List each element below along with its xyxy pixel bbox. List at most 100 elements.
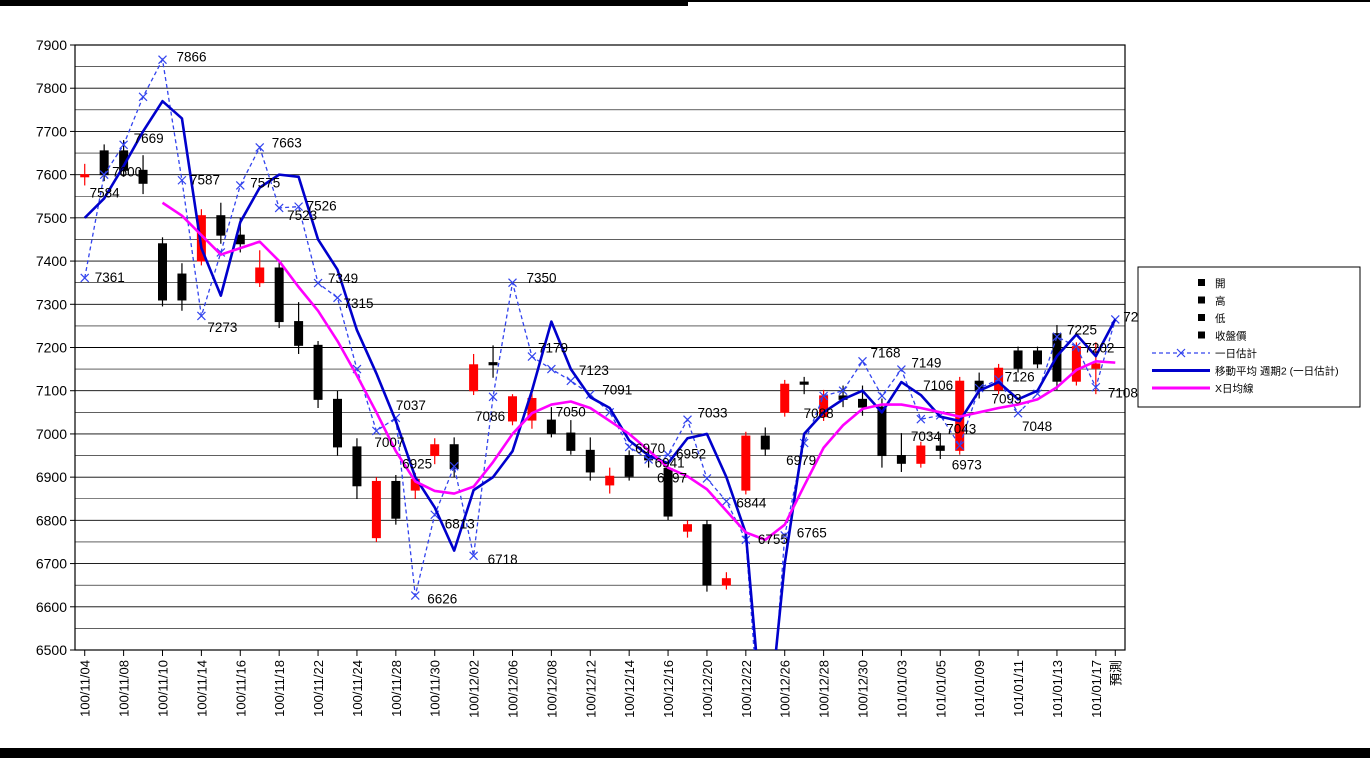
candle-body [527,397,537,421]
x-tick-label: 100/12/12 [583,660,598,718]
x-marker [274,203,284,213]
x-marker [585,390,595,400]
x-tick-label: 100/11/18 [272,660,287,717]
candle-body [313,344,323,400]
y-tick-label: 6500 [36,642,67,658]
x-tick-label: 100/12/06 [506,660,521,718]
x-tick-label: 100/12/16 [661,660,676,718]
x-tick-label: 100/11/22 [311,660,326,717]
data-labels: 7361 7600 7584 7669 7866 7587 7273 7575 7663 7523… [90,50,1154,607]
candle-body [138,169,148,184]
data-label: 7349 [328,271,358,286]
x-tick-label: 100/11/14 [194,660,209,717]
y-tick-label: 7700 [36,123,67,139]
data-label: 7669 [134,131,164,146]
x-marker [546,364,556,374]
y-tick-label: 6800 [36,512,67,528]
candle-body [371,480,381,539]
x-tick-label: 101/01/13 [1050,660,1065,718]
x-marker [1052,332,1062,342]
candle-body [799,381,809,385]
x-marker [1071,342,1081,352]
data-label: 7225 [1067,323,1097,338]
x-marker [721,496,731,506]
x-marker [974,383,984,393]
x-marker [333,293,342,303]
candle-body [546,419,556,434]
x-tick-label: 101/01/17 [1089,660,1104,718]
data-label: 7179 [538,341,568,356]
x-tick-label: 100/11/04 [78,660,93,717]
legend-label: 一日估計 [1215,347,1257,360]
candle-body [294,321,304,346]
x-marker [1013,408,1023,418]
x-tick-label: 100/12/02 [467,660,482,718]
candle-body [1071,346,1081,382]
x-tick-label: 100/12/22 [739,660,754,718]
data-label: 7575 [250,175,280,190]
x-marker [138,92,148,102]
data-label: 7149 [911,356,941,371]
x-marker [663,450,673,460]
data-label: 7123 [579,363,609,378]
data-label: 6844 [736,495,767,510]
candle-body [508,396,517,422]
data-label: 6941 [655,455,685,470]
x-tick-label: 100/11/30 [428,660,443,717]
x-marker [683,415,692,425]
x-tick-label: 100/12/20 [700,660,715,718]
data-label: 7088 [804,406,834,421]
data-label: 6979 [786,453,816,468]
legend-label: 開 [1215,278,1226,290]
data-label: 6952 [676,447,706,462]
x-marker [916,414,926,424]
x-marker [624,442,634,452]
candle-body [274,267,284,323]
x-tick-label: 100/11/16 [233,660,248,717]
moving-average-blue-line [83,99,1117,650]
candle-body [721,578,731,586]
x-tick-label: 101/01/05 [933,660,948,718]
data-label: 7663 [272,135,302,150]
data-label: 7587 [190,172,220,187]
legend-label: X日均線 [1215,382,1254,395]
x-marker [780,531,790,540]
data-label: 7526 [307,199,337,214]
data-label: 7523 [287,208,317,223]
data-label: 7273 [207,320,237,335]
x-marker [216,248,226,257]
data-label: 7202 [1084,341,1114,356]
x-tick-label: 預測 [1108,660,1123,686]
y-tick-label: 7200 [36,340,67,356]
data-label: 6718 [488,552,518,567]
moving-average-magenta-line [161,201,1116,542]
legend-label: 低 [1215,312,1226,325]
data-label: 7037 [396,398,426,413]
y-tick-label: 7600 [36,167,67,183]
candle-body [624,455,634,477]
y-tick-label: 6700 [36,556,67,572]
x-marker [255,142,265,152]
data-label: 7168 [871,345,901,360]
x-marker [469,551,479,561]
y-tick-label: 7800 [36,80,67,96]
legend-item: X日均線 [1152,382,1254,395]
legend-item: 開 [1198,278,1226,290]
data-label: 7091 [602,383,632,398]
y-tick-label: 7500 [36,210,67,226]
x-tick-label: 100/11/10 [156,660,171,717]
candle-body [760,435,770,450]
candle-body [1091,363,1101,369]
data-label: 7033 [698,406,728,421]
x-marker [196,311,206,321]
top-left-bar [0,0,688,6]
x-tick-label: 101/01/09 [972,660,987,718]
x-marker [371,426,381,436]
legend-item: 一日估計 [1152,347,1257,360]
candle-body [216,215,226,236]
candle-body [877,406,887,457]
data-label: 7108 [1108,385,1138,400]
data-label: 7050 [556,404,586,419]
